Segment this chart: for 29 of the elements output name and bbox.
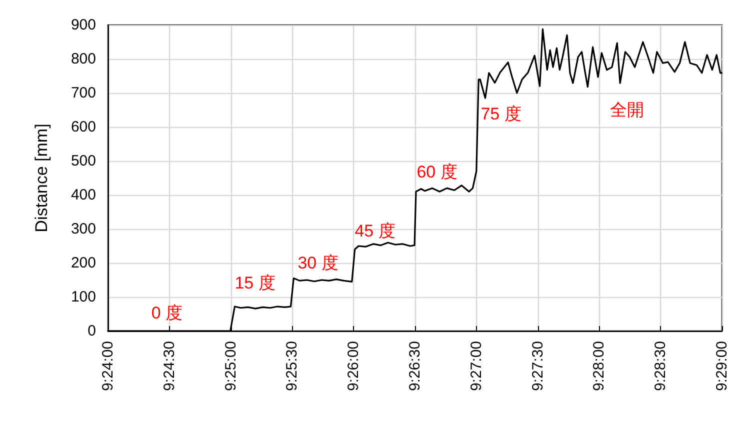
- x-tick-label: 9:29:00: [714, 341, 730, 392]
- annotation: 15 度: [234, 274, 276, 292]
- y-tick-label: 300: [70, 220, 96, 238]
- y-tick-label: 900: [70, 16, 96, 34]
- x-tick-label: 9:28:30: [652, 341, 670, 392]
- x-tick-label: 9:25:30: [284, 341, 301, 392]
- annotation: 75 度: [480, 104, 522, 124]
- annotation: 0 度: [151, 304, 183, 322]
- annotation: 45 度: [354, 222, 396, 240]
- annotation: 全開: [610, 100, 644, 120]
- annotation: 60 度: [416, 162, 458, 182]
- y-tick-label: 400: [70, 186, 96, 204]
- x-tick-label: 9:27:00: [468, 341, 485, 392]
- x-tick-label: 9:26:00: [345, 341, 362, 392]
- x-tick-label: 9:24:00: [100, 341, 116, 392]
- x-tick-label: 9:25:00: [222, 341, 240, 392]
- y-tick-label: 0: [88, 322, 96, 340]
- annotation: 30 度: [298, 254, 338, 272]
- x-tick-label: 9:26:30: [406, 341, 424, 392]
- y-tick-label: 500: [70, 152, 96, 170]
- x-tick-label: 9:28:00: [590, 341, 608, 392]
- y-tick-label: 700: [70, 84, 96, 102]
- y-tick-label: 800: [70, 50, 96, 68]
- y-tick-label: 600: [70, 118, 96, 136]
- y-tick-label: 200: [70, 254, 96, 272]
- y-axis-title: Distance [mm]: [32, 124, 51, 232]
- x-tick-label: 9:24:30: [160, 341, 178, 392]
- x-tick-label: 9:27:30: [529, 341, 546, 392]
- y-tick-label: 100: [70, 288, 96, 306]
